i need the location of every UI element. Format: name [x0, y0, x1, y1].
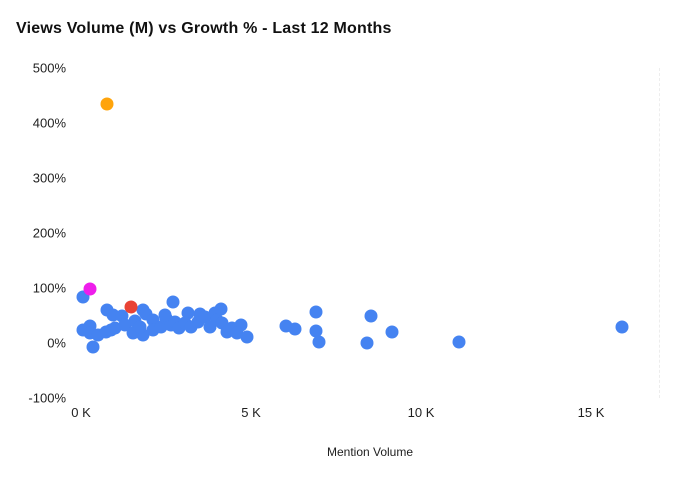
data-point-topic-highlight-magenta[interactable] [83, 282, 96, 296]
data-point-topics-default[interactable] [312, 335, 326, 349]
y-tick-label: 200% [32, 225, 66, 241]
data-point-topics-default[interactable] [108, 321, 122, 335]
y-tick-label: 100% [32, 280, 66, 296]
data-point-topics-default[interactable] [360, 336, 374, 350]
data-point-topics-default[interactable] [158, 308, 172, 322]
data-point-topics-default[interactable] [240, 330, 254, 344]
x-tick-label: 0 K [71, 405, 91, 420]
data-point-topics-default[interactable] [86, 340, 100, 354]
x-axis-title: Mention Volume [326, 445, 414, 459]
y-tick-label: 500% [32, 60, 66, 76]
x-tick-label: 5 K [241, 405, 261, 420]
data-point-topics-default[interactable] [288, 322, 302, 336]
y-tick-label: 300% [32, 170, 66, 186]
y-tick-label: -100% [28, 390, 66, 406]
data-point-topics-default[interactable] [166, 295, 180, 309]
y-tick-label: 0% [47, 335, 66, 351]
data-point-topics-default[interactable] [615, 320, 629, 334]
data-point-topics-default[interactable] [181, 306, 195, 320]
chart-title: Views Volume (M) vs Growth % - Last 12 M… [16, 20, 392, 37]
data-point-topics-default[interactable] [452, 335, 466, 349]
data-point-topics-default[interactable] [309, 305, 323, 319]
data-point-topic-highlight-orange[interactable] [100, 97, 114, 111]
x-tick-label: 10 K [407, 405, 435, 420]
data-point-topics-default[interactable] [364, 309, 378, 322]
data-point-topics-default[interactable] [214, 302, 228, 316]
y-tick-label: 400% [32, 115, 66, 131]
data-point-topics-default[interactable] [198, 310, 212, 324]
data-point-topic-highlight-red[interactable] [124, 300, 138, 314]
data-point-topics-default[interactable] [309, 324, 323, 338]
x-tick-label: 15 K [577, 405, 605, 420]
data-point-topics-default[interactable] [385, 325, 399, 339]
data-point-topics-default[interactable] [133, 320, 147, 333]
plot-area [81, 68, 660, 398]
